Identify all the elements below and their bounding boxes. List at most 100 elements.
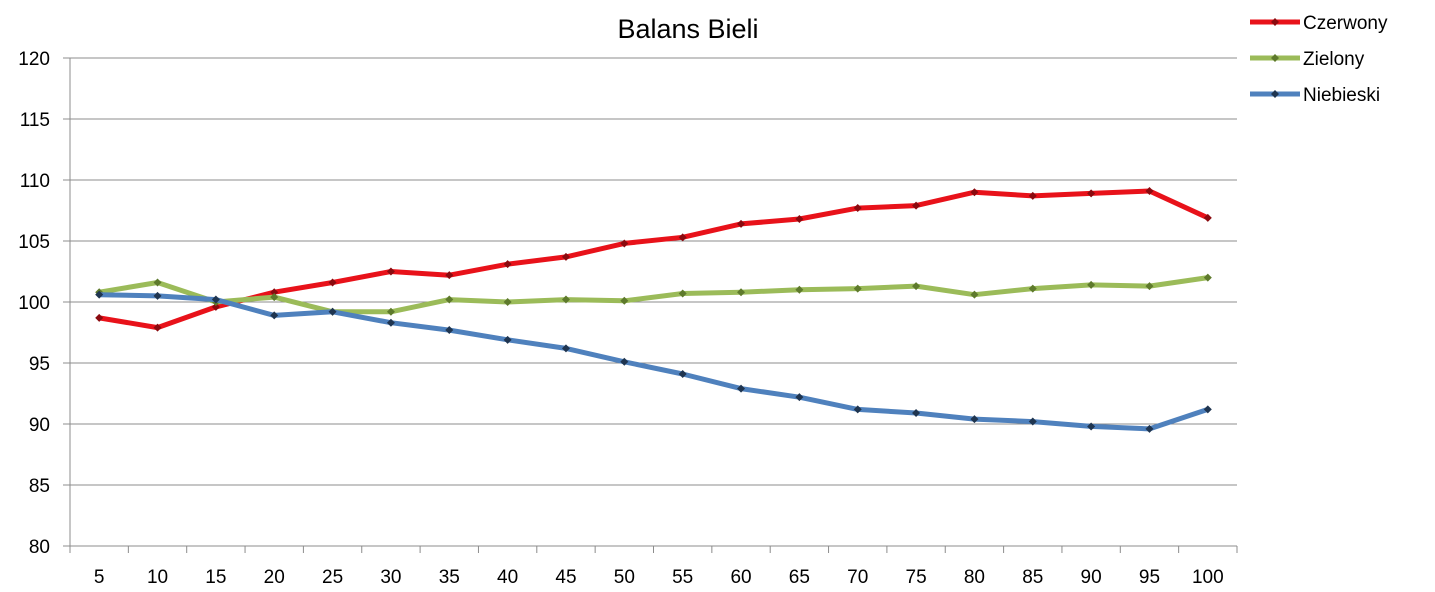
- data-point: [503, 335, 512, 344]
- legend-marker: [1271, 18, 1279, 26]
- data-point: [1028, 417, 1037, 426]
- data-point: [211, 302, 220, 311]
- data-point: [503, 260, 512, 269]
- data-point: [270, 288, 279, 297]
- y-axis-ticks: 80 85 90 95 100 105 110 115 120: [18, 49, 70, 558]
- data-point: [1087, 422, 1096, 431]
- series-niebieski: [95, 290, 1212, 433]
- x-tick-label: 60: [730, 567, 751, 588]
- series-line: [96, 188, 1211, 331]
- x-tick-label: 40: [497, 567, 518, 588]
- data-point: [737, 288, 746, 297]
- y-tick-label: 85: [29, 476, 50, 497]
- data-point: [795, 285, 804, 294]
- data-point: [386, 318, 395, 327]
- x-tick-label: 50: [614, 567, 635, 588]
- chart-title: Balans Bieli: [617, 14, 758, 44]
- series-line: [96, 292, 1211, 432]
- x-tick-label: 10: [147, 567, 168, 588]
- x-tick-label: 70: [847, 567, 868, 588]
- y-tick-label: 80: [29, 537, 50, 558]
- legend-marker: [1271, 54, 1279, 62]
- x-tick-label: 65: [789, 567, 810, 588]
- data-point: [561, 344, 570, 353]
- data-point: [737, 384, 746, 393]
- data-point: [1145, 186, 1154, 195]
- legend: Czerwony Zielony Niebieski: [1250, 13, 1388, 106]
- data-point: [1028, 191, 1037, 200]
- legend-label: Czerwony: [1303, 13, 1388, 34]
- data-point: [561, 295, 570, 304]
- data-point: [970, 188, 979, 197]
- data-point: [211, 295, 220, 304]
- legend-label: Niebieski: [1303, 85, 1380, 106]
- legend-label: Zielony: [1303, 49, 1365, 70]
- data-point: [1145, 282, 1154, 291]
- data-point: [970, 290, 979, 299]
- x-tick-label: 15: [205, 567, 226, 588]
- data-point: [795, 215, 804, 224]
- data-point: [386, 307, 395, 316]
- data-point: [445, 295, 454, 304]
- x-tick-label: 100: [1192, 567, 1224, 588]
- data-point: [795, 393, 804, 402]
- data-point: [561, 252, 570, 261]
- data-point: [853, 405, 862, 414]
- data-point: [95, 313, 104, 322]
- data-point: [1203, 273, 1212, 282]
- y-tick-label: 120: [18, 49, 50, 70]
- y-tick-label: 90: [29, 415, 50, 436]
- legend-item-zielony: Zielony: [1250, 49, 1365, 70]
- data-point: [445, 271, 454, 280]
- data-point: [270, 293, 279, 302]
- data-point: [970, 415, 979, 424]
- data-point: [445, 326, 454, 335]
- data-point: [1203, 405, 1212, 414]
- data-point: [620, 239, 629, 248]
- data-point: [678, 289, 687, 298]
- data-point: [503, 298, 512, 306]
- series-layer: [95, 186, 1212, 433]
- data-point: [912, 282, 921, 291]
- data-point: [153, 291, 162, 300]
- data-point: [95, 290, 104, 299]
- data-point: [1028, 284, 1037, 293]
- data-point: [1145, 424, 1154, 433]
- data-point: [153, 278, 162, 287]
- data-point: [912, 201, 921, 210]
- data-point: [853, 284, 862, 293]
- x-tick-label: 95: [1139, 567, 1160, 588]
- legend-item-czerwony: Czerwony: [1250, 13, 1388, 34]
- data-point: [912, 409, 921, 418]
- x-tick-label: 85: [1022, 567, 1043, 588]
- x-tick-label: 30: [380, 567, 401, 588]
- x-tick-label: 35: [439, 567, 460, 588]
- data-point: [737, 219, 746, 228]
- data-point: [328, 307, 337, 316]
- y-tick-label: 105: [18, 232, 50, 253]
- x-tick-label: 5: [94, 567, 105, 588]
- series-czerwony: [95, 186, 1212, 332]
- data-point: [1203, 213, 1212, 222]
- data-point: [270, 311, 279, 320]
- x-axis-ticks: 5 10 15 20 25 30 35 40 45 50 55 60 65 70 75 80 85 90 95 100: [69, 546, 1238, 588]
- x-tick-label: 20: [264, 567, 285, 588]
- data-point: [678, 369, 687, 378]
- x-tick-label: 80: [964, 567, 985, 588]
- x-tick-label: 55: [672, 567, 693, 588]
- data-point: [386, 267, 395, 276]
- y-tick-label: 100: [18, 293, 50, 314]
- data-point: [328, 278, 337, 287]
- data-point: [153, 323, 162, 332]
- y-tick-label: 110: [20, 171, 50, 192]
- x-tick-label: 75: [906, 567, 927, 588]
- x-tick-label: 45: [555, 567, 576, 588]
- data-point: [620, 357, 629, 366]
- data-point: [1087, 280, 1096, 289]
- y-tick-label: 95: [29, 354, 50, 375]
- x-tick-label: 25: [322, 567, 343, 588]
- data-point: [678, 233, 687, 242]
- legend-item-niebieski: Niebieski: [1250, 85, 1380, 106]
- series-line: [96, 275, 1211, 315]
